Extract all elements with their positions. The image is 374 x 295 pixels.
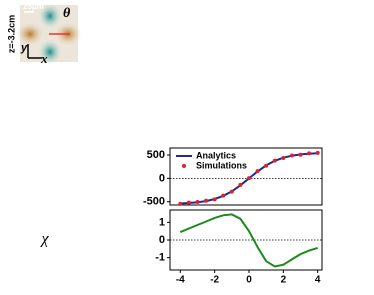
sim-point: [264, 163, 269, 168]
sim-point: [247, 176, 252, 181]
y-tick-label: 0: [159, 234, 165, 246]
sim-point: [315, 150, 320, 155]
sim-point: [255, 169, 260, 174]
plot-frame: [169, 147, 323, 206]
field-image: 25μm θ z=-3.2cm y x: [6, 2, 82, 66]
sim-point: [281, 156, 286, 161]
sim-point: [178, 201, 183, 206]
sim-point: [204, 198, 209, 203]
series-line: [179, 213, 318, 268]
x-tick-label: -2: [210, 275, 219, 286]
angle-label: θ: [63, 6, 71, 21]
scale-label: 25μm: [23, 2, 44, 11]
y-tick-label: 0: [159, 172, 165, 184]
sim-point: [298, 152, 303, 157]
x-axis-label: x: [40, 51, 48, 66]
z-label: z=-3.2cm: [6, 15, 16, 53]
x-tick-label: -4: [176, 275, 185, 286]
sim-point: [229, 189, 234, 194]
y-tick-label: -500: [143, 196, 165, 208]
x-tick-label: 2: [281, 275, 287, 286]
sim-point: [272, 158, 277, 163]
sim-point: [238, 182, 243, 187]
sim-point: [186, 200, 191, 205]
sim-point: [221, 193, 226, 198]
sim-point: [307, 151, 312, 156]
x-tick-label: 4: [315, 275, 321, 286]
legend-marker: [182, 164, 186, 168]
y-tick-label: 1: [159, 216, 165, 228]
sim-point: [195, 199, 200, 204]
legend-label: Simulations: [196, 160, 247, 170]
panel-label: χ: [39, 231, 49, 248]
x-tick-label: 0: [246, 275, 252, 286]
sim-point: [212, 197, 217, 202]
y-tick-label: -1: [155, 252, 165, 264]
sim-point: [289, 153, 294, 158]
y-tick-label: 500: [147, 149, 165, 161]
legend-label: Analytics: [196, 150, 236, 160]
y-axis-label: y: [20, 42, 28, 54]
